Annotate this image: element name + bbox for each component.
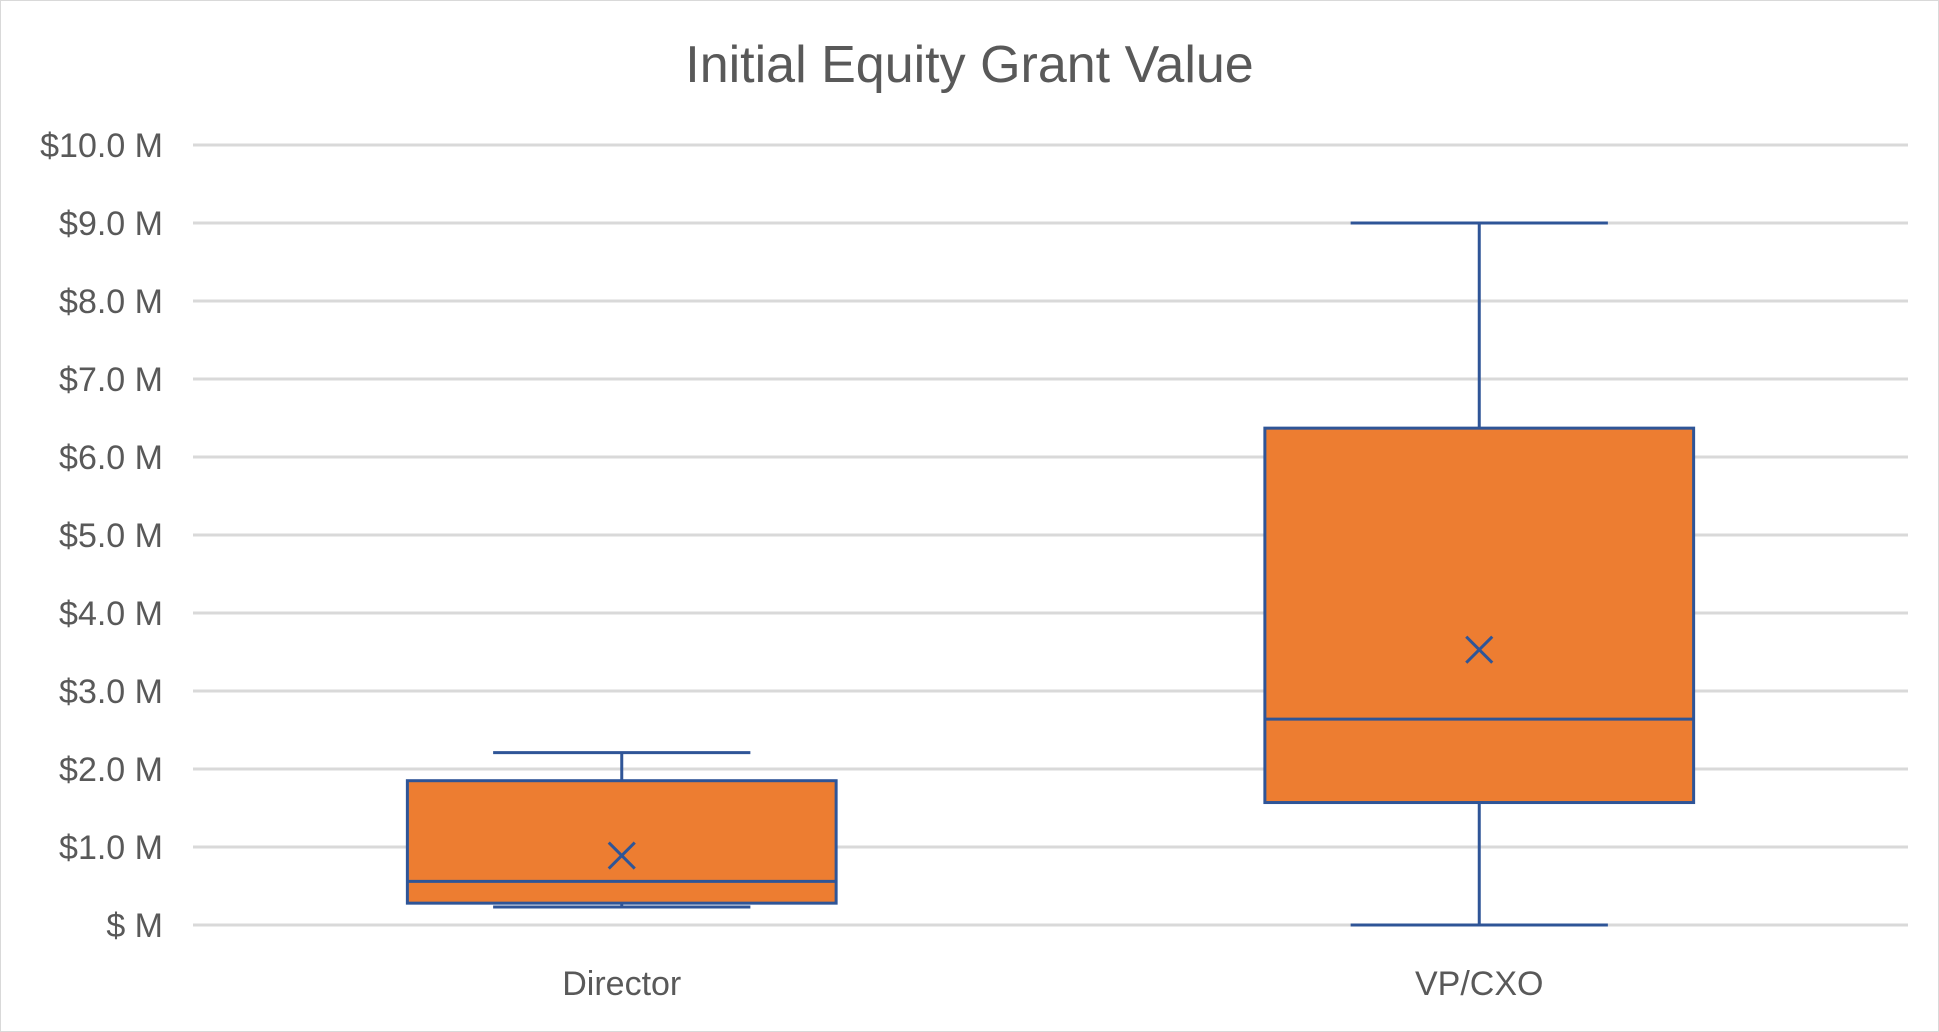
- y-tick-label: $1.0 M: [59, 829, 163, 867]
- y-tick-label: $5.0 M: [59, 517, 163, 555]
- y-tick-label: $2.0 M: [59, 751, 163, 789]
- mean-marker: [607, 841, 636, 870]
- chart-title: Initial Equity Grant Value: [685, 36, 1254, 94]
- x-category-label: VP/CXO: [1415, 965, 1543, 1003]
- iqr-box: [405, 779, 838, 905]
- y-tick-label: $7.0 M: [59, 361, 163, 399]
- y-tick-label: $9.0 M: [59, 205, 163, 243]
- y-tick-label: $3.0 M: [59, 673, 163, 711]
- x-category-label: Director: [562, 965, 681, 1003]
- iqr-box: [1263, 426, 1696, 805]
- y-tick-label: $4.0 M: [59, 595, 163, 633]
- x-axis-category-labels: Director VP/CXO: [562, 965, 1543, 1003]
- box-director: [405, 751, 838, 909]
- y-tick-label: $10.0 M: [40, 127, 163, 165]
- box-vp-cxo: [1263, 221, 1696, 927]
- box-series: [405, 221, 1696, 927]
- y-tick-label: $8.0 M: [59, 283, 163, 321]
- y-axis-tick-labels: $ M $1.0 M $2.0 M $3.0 M $4.0 M $5.0 M $6.0 M $…: [40, 127, 163, 945]
- y-tick-label: $6.0 M: [59, 439, 163, 477]
- y-tick-label: $ M: [106, 907, 163, 945]
- mean-marker: [1465, 635, 1494, 664]
